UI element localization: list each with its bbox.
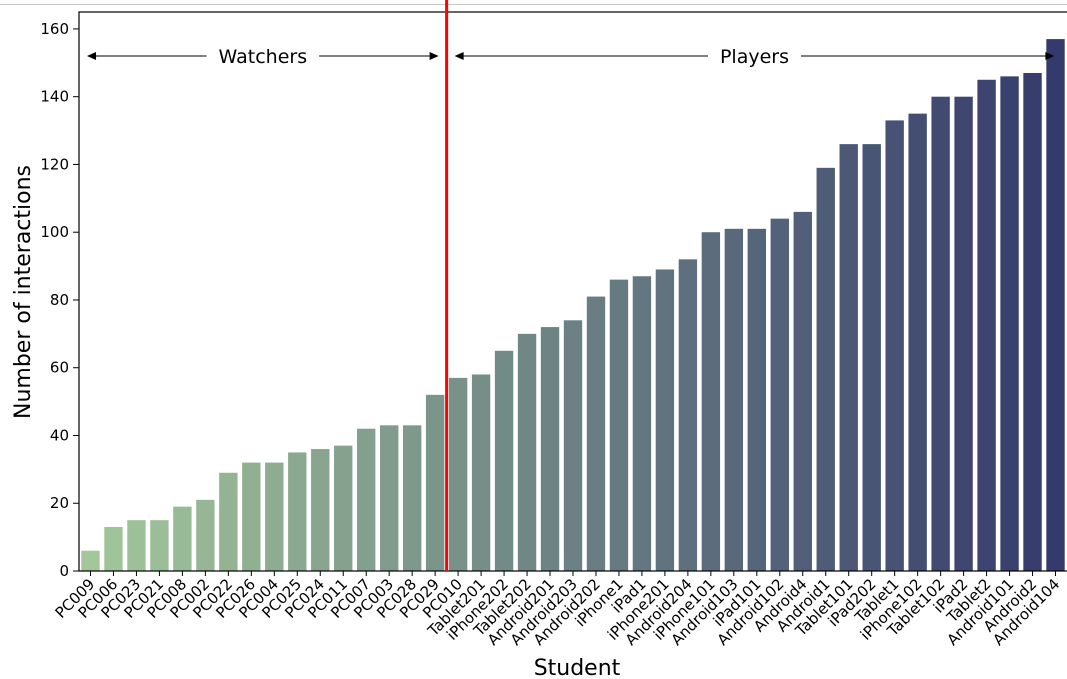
bar-Android2: [1023, 72, 1042, 571]
bar-PC024: [311, 449, 330, 571]
bar-Tablet201: [471, 374, 491, 571]
players-group-label: Players: [720, 46, 789, 68]
bar-PC009: [81, 550, 100, 571]
bar-Android203: [563, 320, 583, 571]
watchers-arrowhead-right: [429, 52, 439, 61]
bar-Tablet2: [977, 79, 996, 571]
bar-PC021: [150, 520, 169, 571]
y-tick-label: 20: [50, 494, 69, 512]
annotations-group: Watchers Players: [87, 0, 1055, 571]
bar-PC010: [448, 377, 468, 571]
bar-Tablet101: [839, 144, 858, 571]
bar-iPad202: [862, 144, 881, 571]
bar-PC006: [104, 526, 123, 571]
bar-Tablet1: [885, 120, 904, 571]
bar-PC022: [219, 472, 238, 571]
y-ticks-group: 0 20 40 60 80 100 120 140 160: [40, 20, 79, 580]
bar-Android1: [816, 167, 835, 571]
y-tick-label: 40: [50, 426, 69, 444]
y-tick-label: 0: [59, 562, 69, 580]
bar-Tablet102: [931, 96, 950, 571]
watchers-arrowhead-left: [87, 52, 97, 61]
bar-Android204: [678, 259, 698, 571]
bar-PC002: [196, 499, 215, 571]
bar-iPhone201: [655, 269, 675, 571]
plot-frame: [78, 11, 1067, 572]
bar-Android4: [793, 211, 812, 571]
y-tick-label: 80: [50, 291, 69, 309]
bar-Android103: [724, 228, 744, 571]
bar-PC029: [425, 394, 445, 571]
y-tick-label: 60: [50, 359, 69, 377]
watchers-group-label: Watchers: [219, 46, 308, 68]
bar-Tablet202: [517, 333, 537, 571]
bar-iPad101: [747, 228, 766, 571]
y-tick-label: 100: [40, 223, 69, 241]
bar-iPad2: [954, 96, 973, 571]
players-arrowhead-left: [454, 52, 464, 61]
bar-Android102: [770, 218, 789, 571]
axes-group: [78, 11, 1067, 572]
x-axis-title: Student: [534, 656, 621, 679]
bar-iPhone202: [494, 350, 514, 571]
bar-PC026: [242, 462, 261, 571]
bar-iPhone1: [609, 279, 629, 571]
bar-iPad1: [632, 276, 652, 571]
bar-PC003: [380, 425, 399, 571]
bar-PC025: [288, 452, 307, 571]
bar-PC008: [173, 506, 192, 571]
y-tick-label: 160: [40, 20, 69, 38]
bar-Android201: [540, 327, 560, 571]
bars-group: [81, 39, 1065, 572]
bar-PC028: [402, 425, 422, 571]
bar-iPhone102: [908, 113, 927, 571]
bar-PC011: [334, 445, 353, 571]
y-tick-label: 140: [40, 88, 69, 106]
y-axis-title: Number of interactions: [11, 165, 36, 419]
bar-PC007: [357, 428, 376, 571]
bar-Android101: [1000, 76, 1019, 572]
players-arrowhead-right: [1045, 52, 1055, 61]
bar-Android104: [1046, 39, 1065, 572]
x-ticks-group: PC009PC006PC023PC021PC008PC002PC022PC026…: [52, 571, 1063, 649]
bar-PC004: [265, 462, 284, 571]
bar-Android202: [586, 296, 606, 571]
y-tick-label: 120: [40, 155, 69, 173]
bar-iPhone101: [701, 232, 721, 571]
bar-PC023: [127, 520, 146, 571]
